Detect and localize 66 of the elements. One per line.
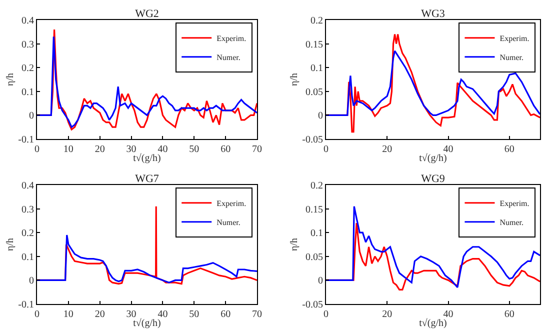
y-tick-label: 0 [29, 276, 34, 287]
y-axis-title: η/h [5, 72, 16, 86]
legend-label: Experim. [216, 34, 246, 43]
y-tick-label: 0 [29, 110, 34, 122]
x-tick-label: 70 [252, 309, 262, 320]
x-tick-label: 70 [252, 144, 262, 155]
x-tick-label: 20 [94, 144, 105, 155]
x-tick-label: 40 [158, 144, 168, 155]
y-tick-label: 0.05 [306, 86, 323, 98]
y-tick-label: 0.2 [22, 63, 34, 74]
x-axis-title: t√(g/h) [133, 153, 161, 164]
y-tick-label: 0.1 [22, 86, 34, 98]
x-tick-label: 60 [504, 144, 514, 155]
y-tick-label: 0.05 [306, 252, 323, 263]
legend-label: Numer. [216, 53, 240, 62]
x-tick-label: 50 [189, 144, 200, 155]
y-axis-title: η/h [289, 72, 300, 86]
y-tick-label: 0.3 [22, 204, 34, 216]
y-tick-label: 0.4 [22, 180, 34, 192]
legend-label: Numer. [216, 218, 240, 227]
y-tick-label: -0.05 [302, 300, 323, 310]
x-tick-label: 60 [504, 309, 514, 320]
x-axis-title: t√(g/h) [419, 318, 447, 329]
x-tick-label: 40 [158, 309, 168, 320]
x-axis-title: t√(g/h) [133, 318, 161, 329]
x-tick-label: 30 [126, 144, 136, 155]
legend-label: Numer. [500, 53, 524, 62]
y-tick-label: 0.2 [310, 180, 323, 192]
y-tick-label: -0.05 [302, 134, 323, 146]
legend-label: Numer. [500, 218, 524, 227]
y-tick-label: 0.15 [306, 204, 323, 216]
x-tick-label: 10 [63, 309, 74, 320]
legend-label: Experim. [216, 199, 246, 208]
x-tick-label: 50 [189, 309, 200, 320]
y-tick-label: 0.4 [22, 16, 34, 26]
y-axis-title: η/h [5, 238, 16, 252]
legend-label: Experim. [500, 199, 530, 208]
x-tick-label: 40 [443, 309, 454, 320]
y-tick-label: -0.1 [18, 134, 34, 146]
y-tick-label: 0.3 [22, 39, 34, 50]
y-tick-label: 0.1 [310, 228, 323, 240]
x-tick-label: 20 [94, 309, 105, 320]
chart-title: WG9 [421, 173, 446, 185]
y-tick-label: -0.1 [18, 300, 34, 310]
y-tick-label: 0 [318, 110, 323, 122]
legend-label: Experim. [500, 34, 530, 43]
x-tick-label: 10 [63, 144, 74, 155]
y-tick-label: 0 [318, 276, 323, 287]
y-tick-label: 0.2 [310, 16, 323, 26]
y-tick-label: 0.1 [22, 252, 34, 263]
y-tick-label: 0.2 [22, 228, 34, 240]
y-tick-label: 0.15 [306, 39, 323, 50]
x-tick-label: 20 [382, 144, 392, 155]
chart-title: WG3 [421, 8, 446, 20]
line-series [37, 234, 257, 284]
x-tick-label: 60 [220, 309, 231, 320]
chart-title: WG7 [135, 173, 160, 185]
x-tick-label: 40 [443, 144, 454, 155]
x-axis-title: t√(g/h) [419, 153, 447, 164]
y-tick-label: 0.1 [310, 63, 323, 74]
x-tick-label: 30 [126, 309, 136, 320]
chart-title: WG2 [135, 8, 159, 20]
line-series [326, 50, 540, 116]
x-tick-label: 60 [220, 144, 231, 155]
x-tick-label: 20 [382, 309, 392, 320]
y-axis-title: η/h [289, 238, 300, 252]
